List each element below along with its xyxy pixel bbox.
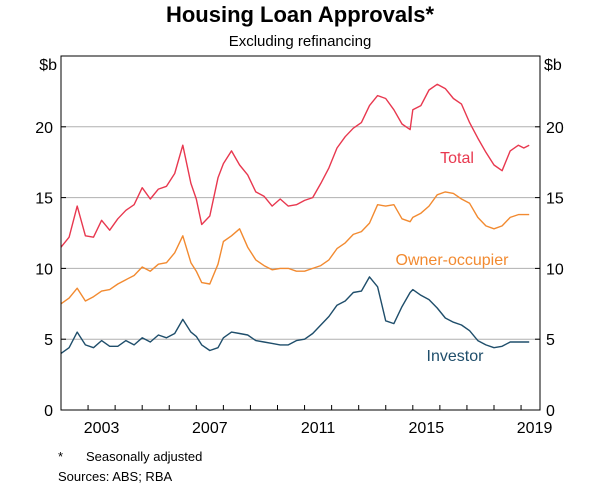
y-tick-label-right: 0 — [546, 403, 555, 420]
y-tick-label-right: 5 — [546, 332, 555, 349]
sources-note: Sources: ABS; RBA — [58, 469, 173, 484]
series-label-owner-occupier: Owner-occupier — [396, 252, 510, 269]
x-tick-label: 2011 — [301, 420, 336, 437]
x-tick-label: 2015 — [409, 420, 445, 437]
footnote-text: Seasonally adjusted — [86, 449, 203, 464]
x-tick-label: 2019 — [517, 420, 553, 437]
series-line-owner-occupier — [60, 191, 530, 305]
x-tick-label: 2007 — [192, 420, 228, 437]
plot-frame — [60, 55, 541, 411]
series-line-total — [60, 83, 530, 248]
chart-title: Housing Loan Approvals* — [165, 2, 435, 27]
series-label-total: Total — [440, 150, 474, 167]
y-tick-label-left: 10 — [35, 261, 53, 278]
footnote-mark: * — [58, 449, 64, 464]
y-tick-label-left: 20 — [35, 120, 53, 137]
series-line-investor — [60, 276, 530, 354]
y-tick-label-right: 10 — [546, 261, 564, 278]
y-unit-left: $b — [39, 57, 57, 74]
y-tick-label-left: 5 — [44, 332, 53, 349]
series-label-investor: Investor — [427, 348, 485, 365]
axis-ticks — [60, 126, 540, 411]
y-tick-label-right: 20 — [546, 120, 564, 137]
series-labels: Total Owner-occupier Investor — [396, 150, 510, 365]
axis-labels: 0 0 5 5 10 10 15 15 20 20 $b $b 2003 2007 2011 2015 2019 — [35, 57, 564, 437]
chart-subtitle: Excluding refinancing — [228, 33, 372, 50]
y-tick-label-left: 0 — [44, 403, 53, 420]
x-tick-label: 2003 — [84, 420, 120, 437]
y-unit-right: $b — [544, 57, 562, 74]
y-tick-label-left: 15 — [35, 191, 53, 208]
y-tick-label-right: 15 — [546, 191, 564, 208]
series-lines — [60, 83, 530, 354]
